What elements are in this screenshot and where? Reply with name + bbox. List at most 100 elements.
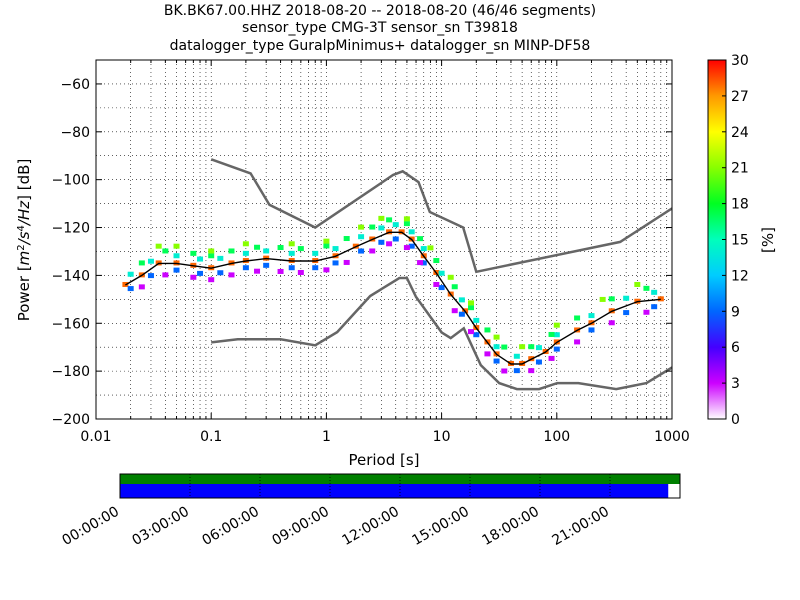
psd-bin bbox=[553, 346, 560, 352]
y-axis-title: Power [m2/s4/Hz] [dB] bbox=[15, 159, 33, 322]
psd-bin bbox=[408, 243, 415, 249]
psd-bin bbox=[493, 344, 500, 350]
psd-bin bbox=[378, 225, 385, 231]
psd-bin bbox=[417, 260, 424, 266]
psd-bin bbox=[378, 239, 385, 245]
psd-bin bbox=[277, 245, 284, 251]
psd-bin bbox=[634, 281, 641, 287]
psd-bin bbox=[574, 315, 581, 321]
psd-bin bbox=[643, 309, 650, 315]
psd-bin bbox=[513, 368, 520, 374]
psd-bin bbox=[228, 272, 235, 278]
x-tick-label: 10 bbox=[433, 429, 451, 445]
psd-bin bbox=[297, 246, 304, 252]
psd-bin bbox=[242, 250, 249, 256]
psd-bin bbox=[263, 248, 270, 254]
colorbar-tick-label: 6 bbox=[731, 340, 740, 356]
psd-bin bbox=[312, 265, 319, 271]
psd-bin bbox=[438, 270, 445, 276]
psd-bin bbox=[501, 368, 508, 374]
psd-bin bbox=[484, 327, 491, 333]
psd-bin bbox=[451, 308, 458, 314]
psd-bin bbox=[323, 267, 330, 273]
psd-bin bbox=[378, 215, 385, 221]
colorbar-ticks: 0 3 6 9 12 15 18 21 24 27 30 bbox=[722, 53, 749, 428]
median-curve-line bbox=[125, 231, 661, 365]
psd-bin bbox=[574, 339, 581, 345]
y-tick-label: −200 bbox=[52, 412, 90, 428]
psd-bin bbox=[420, 260, 427, 266]
psd-bin bbox=[548, 331, 555, 337]
psd-bin bbox=[217, 255, 224, 261]
psd-bin bbox=[208, 248, 215, 254]
timeline-tick-label: 15:00:00 bbox=[410, 504, 472, 549]
psd-bin bbox=[173, 243, 180, 249]
psd-bin bbox=[528, 344, 535, 350]
psd-bin bbox=[343, 236, 350, 242]
available-data-bar bbox=[120, 474, 680, 484]
psd-bin bbox=[242, 241, 249, 247]
colorbar-tick-label: 9 bbox=[731, 304, 740, 320]
psd-bin bbox=[553, 332, 560, 338]
psd-bin bbox=[190, 274, 197, 280]
psd-bin bbox=[386, 241, 393, 247]
psd-bin bbox=[458, 297, 465, 303]
high-noise-model-line bbox=[210, 158, 672, 274]
psd-bin bbox=[254, 268, 261, 274]
grid bbox=[96, 60, 672, 419]
psd-bin bbox=[623, 310, 630, 316]
timeline-tick-label: 18:00:00 bbox=[480, 504, 542, 549]
psd-bin bbox=[468, 300, 475, 306]
colorbar-tick-label: 27 bbox=[731, 89, 749, 105]
chart-title-line-2: sensor_type CMG-3T sensor_sn T39818 bbox=[242, 20, 518, 36]
psd-bin bbox=[403, 245, 410, 251]
psd-bin bbox=[651, 304, 658, 310]
psd-bin bbox=[147, 258, 154, 264]
psd-bin bbox=[392, 236, 399, 242]
y-axis-ticks: −60 −80 −100 −120 −140 −160 −180 −200 bbox=[52, 77, 672, 428]
psd-bin bbox=[386, 217, 393, 223]
psd-bin bbox=[297, 270, 304, 276]
noise-models bbox=[210, 158, 672, 391]
timeline-tick-label: 03:00:00 bbox=[130, 504, 192, 549]
low-noise-model-line bbox=[211, 276, 672, 391]
psd-bin bbox=[447, 274, 454, 280]
psd-bin bbox=[458, 311, 465, 317]
psd-bin bbox=[254, 244, 261, 250]
psd-bin bbox=[197, 270, 204, 276]
psd-bin bbox=[138, 260, 145, 266]
y-tick-label: −180 bbox=[52, 364, 90, 380]
psd-bin bbox=[519, 344, 526, 350]
timeline-tick-label: 12:00:00 bbox=[340, 504, 402, 549]
psd-bin bbox=[473, 317, 480, 323]
psd-bin bbox=[588, 327, 595, 333]
psd-bin bbox=[417, 236, 424, 242]
psd-bin bbox=[451, 284, 458, 290]
psd-bin bbox=[127, 286, 134, 292]
x-axis-title: Period [s] bbox=[348, 451, 419, 469]
psd-bin bbox=[427, 245, 434, 251]
psd-bin bbox=[433, 258, 440, 264]
psd-bin bbox=[473, 332, 480, 338]
psd-bin bbox=[197, 256, 204, 262]
psd-bin bbox=[332, 246, 339, 252]
psd-bin bbox=[323, 238, 330, 244]
psd-bin bbox=[190, 250, 197, 256]
psd-bin bbox=[358, 224, 365, 230]
psd-bin bbox=[528, 368, 535, 374]
psd-bin bbox=[155, 243, 162, 249]
psd-bin bbox=[548, 355, 555, 361]
psd-bin bbox=[403, 216, 410, 222]
psd-bin bbox=[208, 277, 215, 283]
psd-bin bbox=[608, 296, 615, 302]
psd-bin bbox=[484, 351, 491, 357]
psd-bin bbox=[358, 248, 365, 254]
psd-histogram bbox=[122, 215, 664, 374]
psd-bin bbox=[408, 229, 415, 235]
timeline-tick-label: 06:00:00 bbox=[200, 504, 262, 549]
psd-bin bbox=[288, 241, 295, 247]
psd-bin bbox=[208, 253, 215, 259]
psd-bin bbox=[433, 281, 440, 287]
psd-bin bbox=[420, 246, 427, 252]
colorbar-tick-label: 12 bbox=[731, 268, 749, 284]
